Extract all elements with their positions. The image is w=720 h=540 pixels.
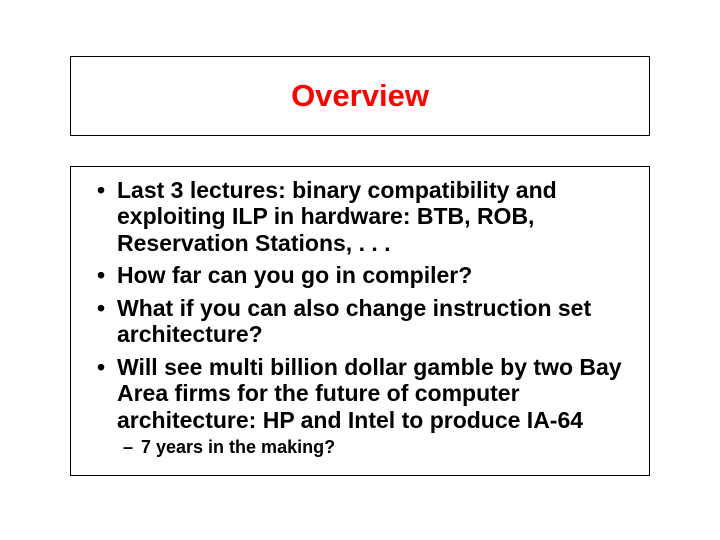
slide-title: Overview (291, 79, 429, 113)
sub-bullet-list: 7 years in the making? (117, 437, 635, 458)
list-item: How far can you go in compiler? (117, 262, 635, 288)
list-item: What if you can also change instruction … (117, 295, 635, 348)
bullet-text: Will see multi billion dollar gamble by … (117, 354, 622, 433)
slide: Overview Last 3 lectures: binary compati… (0, 0, 720, 540)
list-item: Last 3 lectures: binary compatibility an… (117, 177, 635, 256)
bullet-text: 7 years in the making? (141, 437, 335, 457)
title-box: Overview (70, 56, 650, 136)
list-item: Will see multi billion dollar gamble by … (117, 354, 635, 458)
bullet-list: Last 3 lectures: binary compatibility an… (117, 177, 635, 458)
bullet-text: Last 3 lectures: binary compatibility an… (117, 177, 557, 256)
bullet-text: How far can you go in compiler? (117, 262, 472, 288)
body-box: Last 3 lectures: binary compatibility an… (70, 166, 650, 476)
bullet-text: What if you can also change instruction … (117, 295, 591, 347)
list-item: 7 years in the making? (141, 437, 635, 458)
